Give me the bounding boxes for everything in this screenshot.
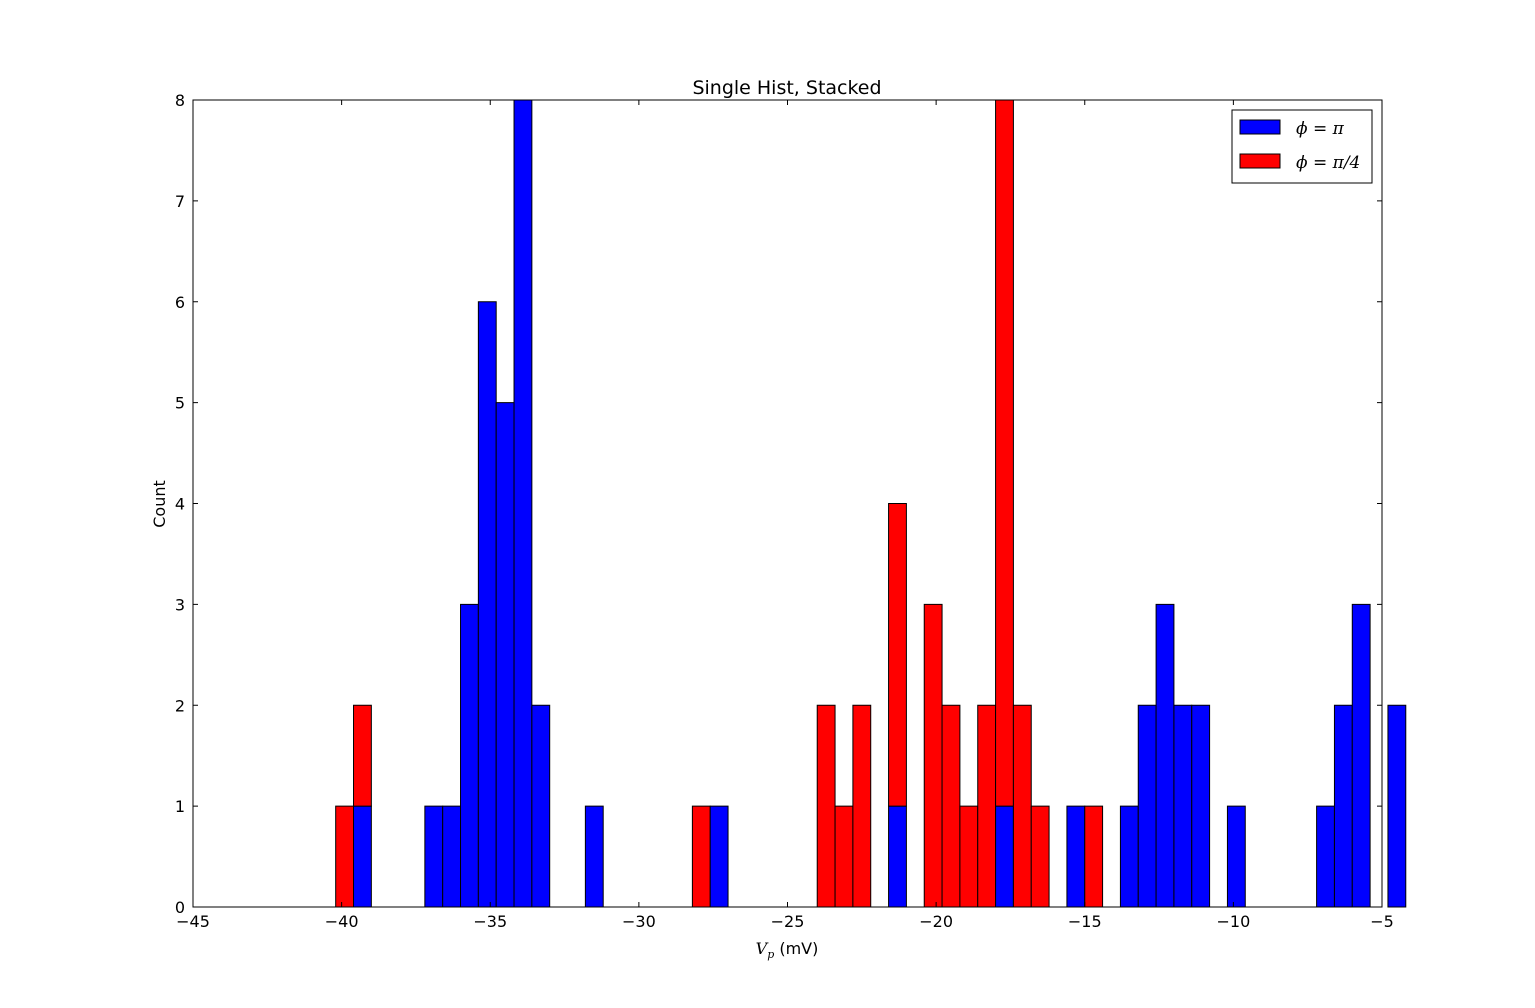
bar-phi-pi-over-4: [1012, 704, 1032, 908]
bar-phi-pi: [460, 603, 479, 908]
bar-phi-pi: [353, 805, 372, 908]
bar-phi-pi: [424, 805, 444, 908]
bar-phi-pi: [888, 805, 907, 908]
y-axis-label: Count: [150, 480, 169, 528]
legend: ϕ = π ϕ = π/4: [1231, 109, 1373, 184]
bar-phi-pi: [1173, 704, 1193, 908]
bar-phi-pi: [1351, 603, 1371, 908]
bar-phi-pi-over-4: [852, 704, 872, 908]
bar-phi-pi: [1226, 805, 1246, 908]
bar-phi-pi: [1119, 805, 1139, 908]
y-tick-label: 6: [175, 293, 185, 312]
bar-phi-pi-over-4: [888, 503, 907, 807]
x-tick-label: −10: [1216, 912, 1250, 931]
bar-phi-pi-over-4: [353, 704, 372, 807]
bar-phi-pi-over-4: [816, 704, 836, 908]
bar-phi-pi-over-4: [1084, 805, 1104, 908]
y-tick-label: 0: [175, 898, 185, 917]
bar-phi-pi-over-4: [691, 805, 711, 908]
y-tick-label: 1: [175, 797, 185, 816]
x-axis-label-sub: p: [767, 948, 774, 961]
bar-phi-pi: [531, 704, 551, 908]
x-tick-label: −30: [622, 912, 656, 931]
bar-phi-pi: [1155, 603, 1175, 908]
bar-phi-pi: [995, 805, 1014, 908]
legend-swatch-phi-pi: [1239, 119, 1281, 135]
bar-phi-pi: [1191, 704, 1211, 908]
bar-phi-pi: [442, 805, 462, 908]
bar-phi-pi: [477, 301, 497, 908]
bar-phi-pi-over-4: [1030, 805, 1050, 908]
bar-phi-pi: [513, 99, 533, 908]
x-tick-label: −20: [919, 912, 953, 931]
y-tick-label: 3: [175, 595, 185, 614]
bar-phi-pi-over-4: [941, 704, 961, 908]
y-tick-label: 4: [175, 495, 185, 514]
bar-phi-pi: [1333, 704, 1353, 908]
bar-phi-pi-over-4: [995, 99, 1014, 807]
chart-title: Single Hist, Stacked: [692, 77, 881, 99]
y-tick-label: 8: [175, 91, 185, 110]
bar-phi-pi: [1316, 805, 1335, 908]
bar-phi-pi-over-4: [923, 603, 943, 908]
x-tick-label: −35: [473, 912, 507, 931]
y-tick-label: 5: [175, 394, 185, 413]
bar-phi-pi: [1387, 704, 1407, 908]
legend-label-phi-pi: ϕ = π: [1296, 119, 1345, 139]
bar-phi-pi-over-4: [834, 805, 854, 908]
x-axis-label-unit: (mV): [774, 939, 818, 958]
bar-phi-pi: [709, 805, 729, 908]
x-tick-label: −45: [176, 912, 210, 931]
x-tick-label: −40: [325, 912, 359, 931]
y-tick-label: 7: [175, 192, 185, 211]
x-axis-label: Vp (mV): [756, 939, 819, 961]
legend-label-phi-pi-over-4: ϕ = π/4: [1296, 153, 1360, 173]
x-axis-label-var: V: [756, 939, 769, 958]
x-tick-label: −25: [771, 912, 805, 931]
bar-phi-pi: [1066, 805, 1086, 908]
y-tick-label: 2: [175, 696, 185, 715]
x-tick-label: −5: [1370, 912, 1394, 931]
ticks-layer: −45 −40 −35 −30 −25 −20 −15 −10 −5 0 1 2 3 4 5 6 7 8: [175, 91, 1394, 931]
bar-phi-pi: [495, 402, 515, 908]
legend-swatch-phi-pi-over-4: [1239, 153, 1281, 169]
bar-phi-pi-over-4: [977, 704, 997, 908]
x-tick-label: −15: [1068, 912, 1102, 931]
bar-phi-pi-over-4: [959, 805, 979, 908]
bar-phi-pi: [1137, 704, 1157, 908]
bar-phi-pi-over-4: [335, 805, 355, 908]
bar-phi-pi: [584, 805, 604, 908]
